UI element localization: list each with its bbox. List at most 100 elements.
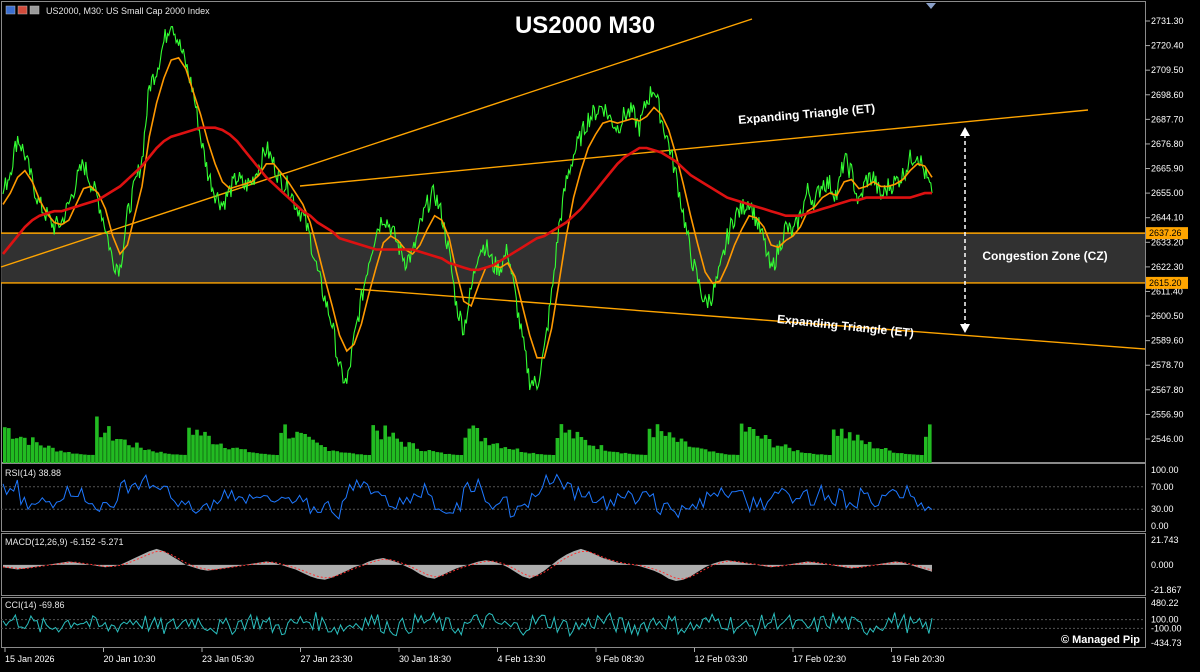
volume-bar [115, 439, 119, 463]
price-axis-label: 2556.90 [1151, 409, 1184, 419]
volume-bar [655, 424, 660, 463]
volume-bar [227, 449, 231, 463]
volume-bar [459, 455, 464, 463]
volume-bar [699, 448, 704, 463]
volume-bar [687, 446, 692, 463]
volume-bar [207, 435, 211, 463]
volume-bar [87, 454, 91, 463]
macd-axis-label: -21.867 [1151, 585, 1182, 595]
volume-bar [19, 436, 23, 463]
volume-bar [319, 445, 323, 463]
volume-bar [11, 438, 15, 463]
volume-bar [795, 450, 800, 463]
volume-bar [27, 444, 31, 463]
volume-bar [627, 453, 632, 463]
volume-bar [483, 437, 488, 463]
volume-bar [595, 449, 600, 463]
volume-bar [123, 439, 127, 463]
volume-bar [831, 429, 836, 463]
volume-bar [23, 437, 27, 463]
menu-icon[interactable] [5, 5, 16, 15]
volume-bar [255, 453, 259, 463]
volume-bar [587, 445, 592, 463]
volume-bar [175, 454, 179, 463]
volume-bar [107, 426, 111, 463]
volume-bar [431, 451, 436, 463]
volume-bar [739, 423, 744, 463]
macd-axis-label: 21.743 [1151, 535, 1179, 545]
shift-marker-icon[interactable] [926, 3, 936, 9]
volume-bar [908, 454, 912, 463]
volume-bar [435, 452, 440, 463]
volume-bar [447, 453, 452, 463]
volume-bar [631, 454, 636, 463]
volume-bar [399, 441, 404, 463]
volume-bar [391, 432, 396, 463]
volume-bar [55, 451, 59, 463]
volume-bar [883, 448, 888, 463]
macd-panel: MACD(12,26,9) -6.152 -5.271 [2, 537, 933, 581]
volume-bar [39, 445, 43, 463]
volume-bar [259, 453, 263, 463]
volume-bar [695, 447, 700, 463]
volume-bar [579, 437, 584, 463]
volume-bar [928, 424, 932, 463]
volume-bar [195, 429, 199, 463]
price-axis-label: 2611.40 [1151, 286, 1183, 296]
volume-bar [527, 453, 532, 463]
volume-bar [563, 432, 568, 463]
volume-bar [763, 435, 768, 463]
volume-bar [219, 443, 223, 463]
time-axis-label: 27 Jan 23:30 [301, 654, 353, 664]
cci-axis-label: 480.22 [1151, 598, 1179, 608]
volume-bar [755, 435, 760, 463]
volume-bar [347, 452, 352, 463]
time-axis-label: 20 Jan 10:30 [104, 654, 156, 664]
volume-bar [663, 435, 668, 463]
symbol-icon[interactable] [29, 5, 40, 15]
volume-bar [571, 438, 576, 463]
volume-bar [900, 453, 904, 463]
time-axis-label: 12 Feb 03:30 [695, 654, 748, 664]
volume-bar [835, 435, 840, 463]
price-axis-label: 2720.40 [1151, 41, 1184, 51]
volume-bar [83, 454, 87, 463]
price-panel [0, 18, 1146, 463]
volume-bar [547, 454, 552, 463]
volume-bar [759, 438, 764, 463]
cci-line [2, 611, 933, 638]
volume-bar [95, 416, 99, 463]
volume-bar [295, 431, 299, 463]
volume-bar [499, 448, 504, 463]
chart-title: US2000 M30 [515, 12, 655, 39]
price-axis-label: 2665.90 [1151, 164, 1184, 174]
volume-bar [771, 447, 776, 463]
price-axis-label: 2567.80 [1151, 385, 1184, 395]
volume-bar [747, 427, 752, 463]
volume-bar [495, 443, 500, 463]
time-axis-label: 30 Jan 18:30 [399, 654, 451, 664]
volume-bar [871, 448, 876, 463]
volume-bar [675, 441, 680, 463]
price-line [2, 26, 933, 392]
volume-bar [351, 453, 356, 463]
volume-bar [591, 445, 596, 463]
volume-bar [539, 454, 544, 463]
volume-bar [920, 455, 924, 463]
fast-ma-line [2, 56, 933, 359]
volume-bar [143, 450, 147, 463]
rsi-axis-label: 100.00 [1151, 465, 1179, 475]
volume-bar [379, 439, 384, 463]
level-price-tag [1146, 276, 1188, 289]
grid-icon[interactable] [17, 5, 28, 15]
volume-bar [507, 449, 512, 463]
volume-bar [679, 438, 684, 463]
macd-histogram [3, 548, 932, 581]
volume-bar [331, 450, 336, 463]
volume-bar [211, 444, 215, 463]
volume-bar [491, 443, 496, 463]
rsi-axis-label: 70.00 [1151, 482, 1174, 492]
volume-bar [103, 432, 107, 463]
volume-bar [423, 451, 428, 463]
